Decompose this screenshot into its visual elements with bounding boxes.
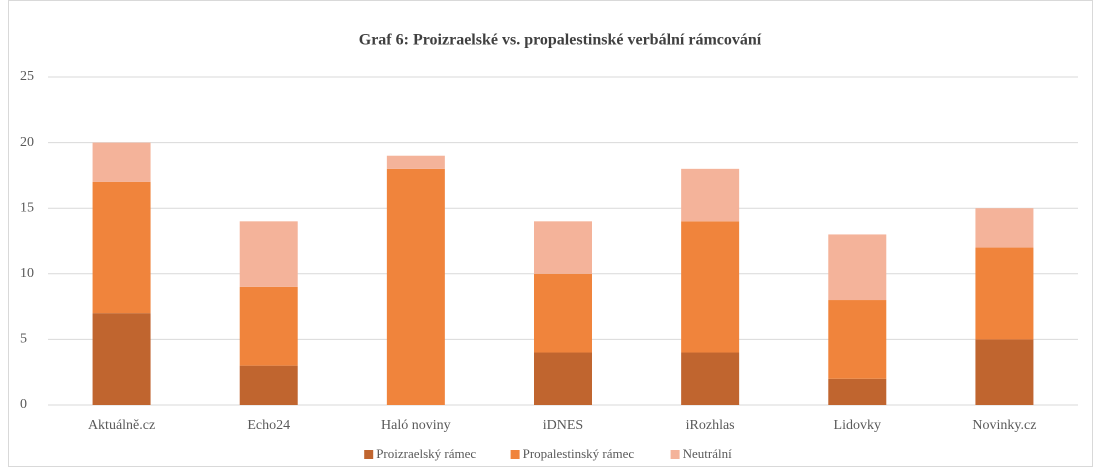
bar-segment	[386, 155, 445, 169]
bar-segment	[681, 168, 740, 222]
legend-label: Neutrální	[683, 446, 732, 461]
legend-label: Propalestinský rámec	[523, 446, 635, 461]
y-tick-label: 0	[20, 397, 27, 412]
bar-segment	[534, 352, 592, 405]
bar-segment	[239, 365, 298, 405]
bar-segment	[975, 247, 1034, 340]
x-tick-label: Haló noviny	[381, 418, 451, 433]
bar-segment	[828, 378, 887, 405]
x-tick-label: iRozhlas	[686, 418, 735, 433]
bar-segment	[92, 142, 151, 182]
bar-segment	[828, 234, 887, 301]
chart-title: Graf 6: Proizraelské vs. propalestinské …	[359, 32, 762, 49]
y-tick-label: 15	[20, 200, 34, 215]
x-tick-label: Echo24	[247, 418, 290, 433]
bar-segment	[534, 221, 592, 274]
bar-segment	[386, 168, 445, 405]
x-tick-label: Novinky.cz	[972, 418, 1036, 433]
bar-segment	[975, 208, 1034, 248]
bar-segment	[681, 352, 740, 405]
bar-segment	[534, 273, 592, 353]
x-tick-label: iDNES	[543, 418, 583, 433]
legend-swatch	[670, 450, 680, 459]
bar-segment	[239, 286, 298, 366]
x-tick-label: Lidovky	[834, 418, 881, 433]
y-tick-label: 25	[20, 69, 34, 84]
x-tick-label: Aktuálně.cz	[88, 418, 155, 433]
bar-segment	[92, 181, 151, 314]
bar-segment	[681, 221, 740, 353]
legend-swatch	[364, 450, 374, 459]
bar-segment	[828, 300, 887, 379]
legend-label: Proizraelský rámec	[376, 446, 476, 461]
y-tick-label: 5	[20, 332, 27, 347]
bar-segment	[92, 313, 151, 405]
bar-segment	[239, 221, 298, 287]
bar-segment	[975, 339, 1034, 405]
legend-swatch	[510, 450, 520, 459]
y-tick-label: 20	[20, 135, 34, 150]
y-tick-label: 10	[20, 266, 34, 281]
